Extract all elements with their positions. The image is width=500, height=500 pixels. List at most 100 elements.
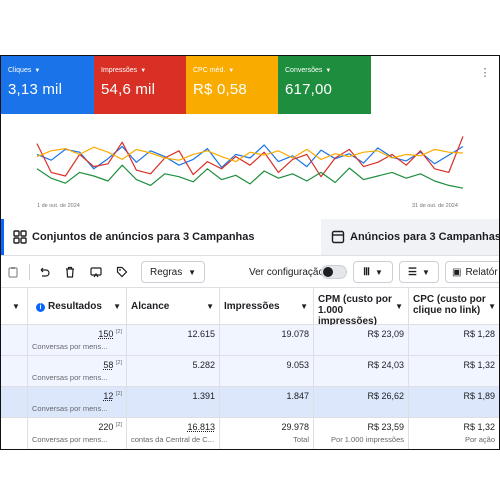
metric-label: Cliques xyxy=(8,67,32,74)
tab-active-indicator xyxy=(1,219,4,255)
metric-card-cpc[interactable]: CPC méd. ▼ R$ 0,58 xyxy=(186,56,278,114)
total-cpm-sub: Por 1.000 impressões xyxy=(331,435,404,444)
results-cell: 58 [2] Conversas por mens... xyxy=(28,356,127,387)
results-cell: 12 [2] Conversas por mens... xyxy=(28,387,127,418)
rules-dropdown[interactable]: Regras ▼ xyxy=(141,261,205,283)
total-cpc-value: R$ 1,32 xyxy=(463,422,495,432)
column-title: Resultados xyxy=(48,301,102,312)
breakdown-icon: ☰ xyxy=(408,266,418,278)
ad-page-icon xyxy=(331,230,345,244)
total-reach-cell: 16.813 contas da Central de C... xyxy=(127,418,220,449)
impressions-cell: 9.053 xyxy=(220,356,314,387)
metric-card-impressions[interactable]: Impressões ▼ 54,6 mil xyxy=(94,56,186,114)
table-row[interactable]: 150 [2] Conversas por mens... 12.615 19.… xyxy=(1,325,499,356)
meta-ads-manager-panel: Conjuntos de anúncios para 3 Campanhas A… xyxy=(0,219,500,450)
dropdown-caret-icon[interactable]: ▼ xyxy=(228,67,235,74)
name-cell xyxy=(1,387,28,418)
footnote-marker: [2] xyxy=(115,329,122,335)
total-cpm-value: R$ 23,59 xyxy=(367,422,404,432)
cpc-cell: R$ 1,32 xyxy=(463,360,495,370)
report-icon: ▣ xyxy=(452,266,462,278)
sort-caret-icon[interactable]: ▼ xyxy=(300,302,308,311)
column-title: Impressões xyxy=(224,301,280,312)
tag-icon[interactable] xyxy=(111,261,133,283)
sort-caret-icon[interactable]: ▼ xyxy=(113,302,121,311)
results-value[interactable]: 58 xyxy=(103,360,114,370)
caret-down-icon: ▼ xyxy=(374,267,383,277)
reports-button[interactable]: ▣ Relatór xyxy=(445,261,499,283)
performance-line-chart xyxy=(36,136,464,189)
toggle-knob xyxy=(323,267,333,277)
cpm-cell: R$ 24,03 xyxy=(314,356,409,387)
table-row[interactable]: 58 [2] Conversas por mens... 5.282 9.053… xyxy=(1,356,499,387)
footnote-marker: [2] xyxy=(115,391,122,397)
metric-value: R$ 0,58 xyxy=(193,81,247,98)
header-cell-results[interactable]: i Resultados ▼ xyxy=(28,288,127,326)
tab-ad-sets[interactable]: Conjuntos de anúncios para 3 Campanhas xyxy=(13,219,313,255)
metric-value: 54,6 mil xyxy=(101,81,156,98)
table-row[interactable]: 12 [2] Conversas por mens... 1.391 1.847… xyxy=(1,387,499,418)
cpc-cell: R$ 1,28 xyxy=(463,329,495,339)
dropdown-caret-icon[interactable]: ▼ xyxy=(140,67,147,74)
impressions-cell: 1.847 xyxy=(220,387,314,418)
grid-icon xyxy=(13,230,27,244)
metric-label: CPC méd. xyxy=(193,67,226,74)
header-cell-cpm[interactable]: CPM (custo por 1.000 impressões) ▼ xyxy=(314,288,409,326)
total-reach-value[interactable]: 16.813 xyxy=(187,422,215,432)
results-value[interactable]: 150 xyxy=(98,329,114,339)
sort-caret-icon[interactable]: ▼ xyxy=(395,302,403,311)
caret-down-icon: ▼ xyxy=(188,267,196,277)
preview-icon[interactable] xyxy=(85,261,107,283)
total-cpc-cell: R$ 1,32 Por ação xyxy=(409,418,499,449)
metric-label: Impressões xyxy=(101,67,138,74)
x-axis-start-label: 1 de out. de 2024 xyxy=(37,203,80,209)
total-cpc-sub: Por ação xyxy=(464,435,495,444)
reach-cell: 5.282 xyxy=(127,356,220,387)
cpm-cell: R$ 26,62 xyxy=(314,387,409,418)
column-title: CPM (custo por 1.000 impressões) xyxy=(318,294,392,326)
total-results-cell: 220 [2] Conversas por mens... xyxy=(28,418,127,449)
name-cell xyxy=(1,418,28,449)
header-cell-reach[interactable]: Alcance ▼ xyxy=(127,288,220,326)
impressions-cell: 19.078 xyxy=(220,325,314,356)
results-value[interactable]: 12 xyxy=(103,391,114,401)
footnote-marker: [2] xyxy=(115,422,122,428)
view-config-toggle[interactable] xyxy=(321,265,347,279)
more-vert-icon[interactable]: ⋮ xyxy=(479,67,491,79)
dropdown-caret-icon[interactable]: ▼ xyxy=(325,67,332,74)
breakdown-dropdown[interactable]: ☰ ▼ xyxy=(399,261,439,283)
tab-label: Conjuntos de anúncios para 3 Campanhas xyxy=(32,231,255,243)
reach-cell: 12.615 xyxy=(127,325,220,356)
metric-label: Conversões xyxy=(285,67,323,74)
undo-icon[interactable] xyxy=(33,261,55,283)
caret-down-icon: ▼ xyxy=(422,267,430,277)
header-cell-cpc[interactable]: CPC (custo por clique no link) ▼ xyxy=(409,288,499,326)
column-title: CPC (custo por clique no link) xyxy=(413,294,486,316)
series-line-clicks xyxy=(36,144,464,170)
info-icon[interactable]: i xyxy=(36,303,45,312)
total-cpm-cell: R$ 23,59 Por 1.000 impressões xyxy=(314,418,409,449)
sort-caret-icon[interactable]: ▼ xyxy=(206,302,214,311)
clipboard-icon[interactable] xyxy=(3,261,23,283)
dropdown-caret-icon[interactable]: ▼ xyxy=(34,67,41,74)
metric-card-clicks[interactable]: Cliques ▼ 3,13 mil xyxy=(1,56,94,114)
delete-icon[interactable] xyxy=(59,261,81,283)
metric-card-conversions[interactable]: Conversões ▼ 617,00 xyxy=(278,56,371,114)
reports-label: Relatór xyxy=(465,266,498,278)
sort-caret-icon[interactable]: ▼ xyxy=(488,302,496,311)
results-type: Conversas por mens... xyxy=(32,373,108,382)
total-impressions-sub: Total xyxy=(293,435,309,444)
x-axis-end-label: 31 de out. de 2024 xyxy=(412,203,458,209)
cpc-cell: R$ 1,89 xyxy=(463,391,495,401)
columns-dropdown[interactable]: Ⅲ ▼ xyxy=(353,261,393,283)
results-type: Conversas por mens... xyxy=(32,342,108,351)
metric-value: 617,00 xyxy=(285,81,333,98)
tab-ads[interactable]: Anúncios para 3 Campanhas xyxy=(321,219,499,255)
header-cell-impressions[interactable]: Impressões ▼ xyxy=(220,288,314,326)
sort-caret-icon[interactable]: ▼ xyxy=(12,302,20,311)
toolbar-divider xyxy=(29,264,30,280)
metric-value: 3,13 mil xyxy=(8,81,63,98)
header-cell-name: ▼ xyxy=(1,288,28,326)
reach-cell: 1.391 xyxy=(127,387,220,418)
results-cell: 150 [2] Conversas por mens... xyxy=(28,325,127,356)
